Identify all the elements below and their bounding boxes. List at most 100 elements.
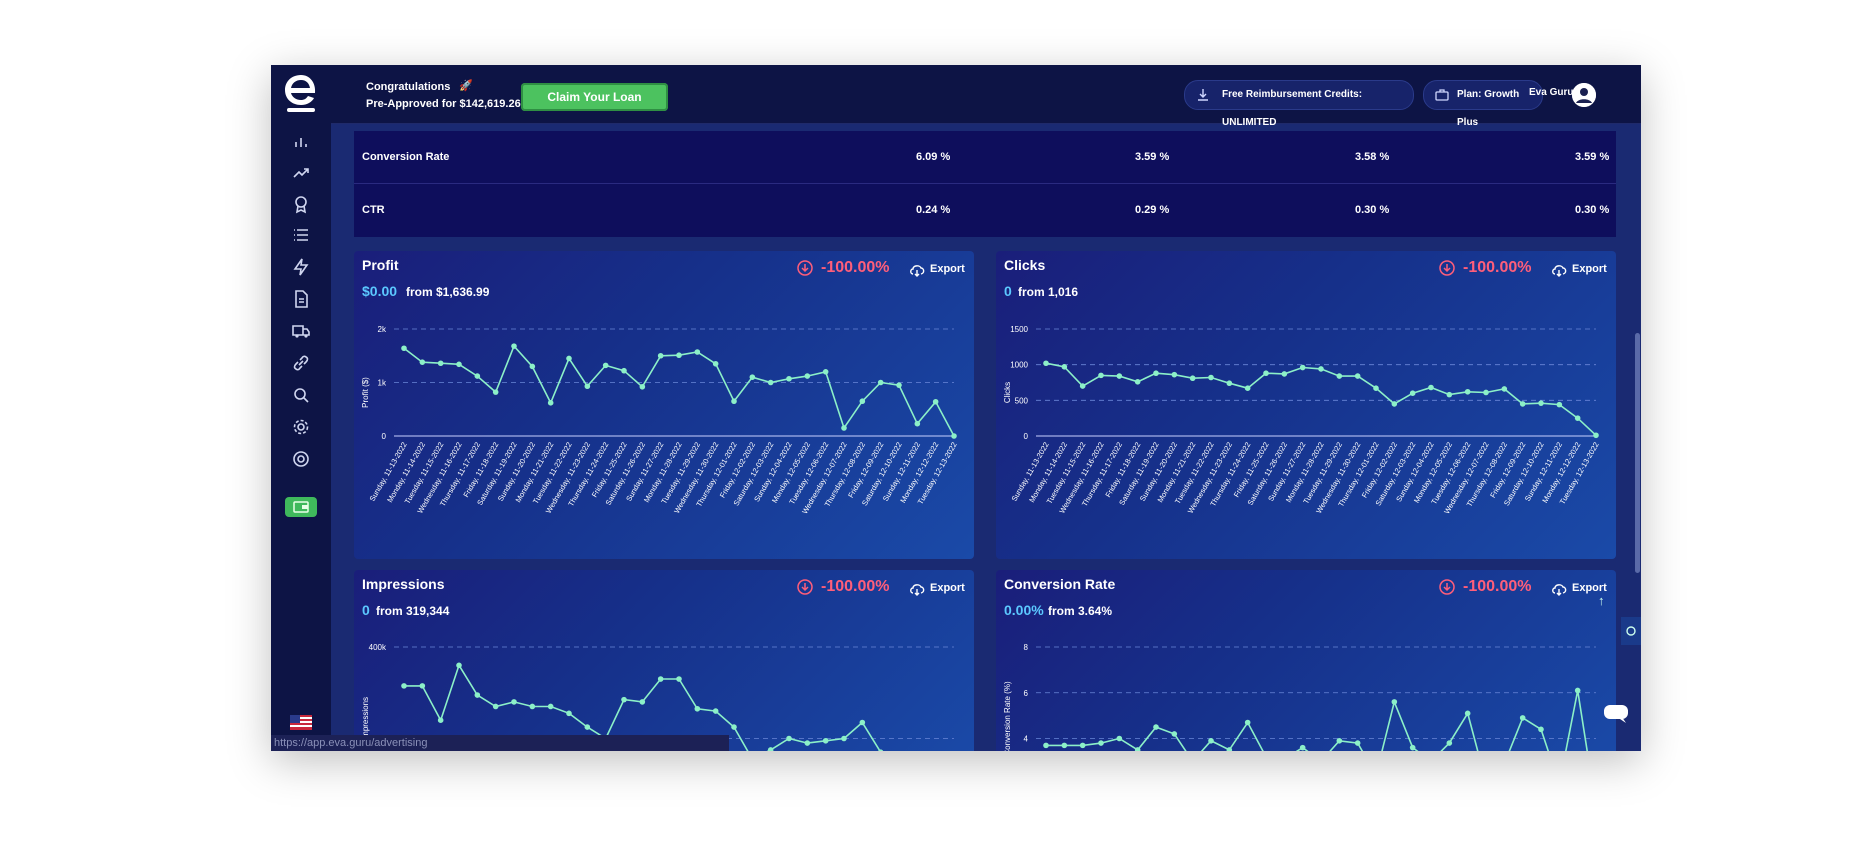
data-point[interactable] — [712, 360, 719, 367]
data-point[interactable] — [529, 363, 536, 370]
data-point[interactable] — [1373, 385, 1379, 392]
link-icon[interactable] — [290, 352, 312, 374]
data-point[interactable] — [859, 398, 866, 405]
data-point[interactable] — [841, 425, 847, 431]
data-point[interactable] — [749, 374, 756, 380]
data-point[interactable] — [786, 735, 792, 742]
data-point[interactable] — [896, 382, 902, 388]
data-point[interactable] — [1226, 747, 1233, 751]
data-point[interactable] — [1244, 719, 1251, 726]
data-point[interactable] — [1079, 742, 1086, 749]
data-point[interactable] — [621, 367, 627, 374]
data-point[interactable] — [1556, 401, 1563, 408]
data-point[interactable] — [1153, 724, 1159, 730]
data-point[interactable] — [1318, 366, 1324, 372]
data-point[interactable] — [1464, 710, 1471, 717]
data-point[interactable] — [474, 373, 481, 379]
data-point[interactable] — [1061, 742, 1068, 749]
data-point[interactable] — [731, 724, 737, 730]
data-point[interactable] — [1336, 373, 1343, 379]
award-icon[interactable] — [290, 193, 312, 215]
data-point[interactable] — [529, 703, 536, 710]
data-point[interactable] — [621, 696, 627, 703]
chat-icon[interactable] — [1596, 693, 1636, 733]
data-point[interactable] — [877, 379, 884, 386]
data-point[interactable] — [1336, 737, 1343, 744]
data-point[interactable] — [1446, 740, 1453, 746]
data-point[interactable] — [401, 683, 407, 689]
data-point[interactable] — [437, 360, 444, 367]
cloud-download-icon[interactable] — [908, 581, 926, 597]
data-point[interactable] — [822, 369, 829, 375]
data-point[interactable] — [822, 737, 829, 744]
data-point[interactable] — [1446, 391, 1453, 398]
data-point[interactable] — [1299, 364, 1306, 371]
data-point[interactable] — [1043, 742, 1049, 749]
document-icon[interactable] — [290, 288, 312, 310]
data-point[interactable] — [1208, 374, 1214, 381]
data-point[interactable] — [1574, 687, 1581, 694]
us-flag-icon[interactable] — [290, 715, 312, 730]
data-point[interactable] — [951, 433, 957, 439]
cloud-download-icon[interactable] — [908, 262, 926, 278]
data-point[interactable] — [1116, 373, 1123, 379]
truck-icon[interactable] — [290, 320, 312, 342]
data-point[interactable] — [1226, 380, 1233, 387]
data-point[interactable] — [767, 747, 774, 751]
data-point[interactable] — [1409, 744, 1416, 751]
data-point[interactable] — [1391, 401, 1398, 407]
data-point[interactable] — [1153, 370, 1159, 377]
cloud-download-icon[interactable] — [1550, 581, 1568, 597]
avatar-icon[interactable] — [1572, 83, 1596, 107]
data-point[interactable] — [1171, 731, 1178, 737]
trending-up-icon[interactable] — [290, 162, 312, 184]
data-point[interactable] — [712, 708, 719, 714]
data-point[interactable] — [767, 379, 774, 386]
data-point[interactable] — [492, 703, 499, 710]
data-point[interactable] — [1208, 737, 1214, 744]
data-point[interactable] — [676, 352, 682, 359]
data-point[interactable] — [731, 398, 737, 405]
gear-icon[interactable] — [290, 416, 312, 438]
data-point[interactable] — [1464, 388, 1471, 395]
data-point[interactable] — [1428, 384, 1434, 391]
lightning-icon[interactable] — [290, 256, 312, 278]
data-point[interactable] — [456, 662, 462, 669]
data-point[interactable] — [1263, 370, 1269, 377]
claim-loan-button[interactable]: Claim Your Loan — [521, 83, 668, 111]
data-point[interactable] — [1281, 371, 1288, 377]
data-point[interactable] — [639, 383, 646, 390]
data-point[interactable] — [1501, 386, 1508, 392]
data-point[interactable] — [1483, 389, 1489, 396]
data-point[interactable] — [419, 683, 426, 689]
data-point[interactable] — [492, 389, 499, 395]
data-point[interactable] — [1116, 735, 1123, 742]
data-point[interactable] — [657, 352, 664, 359]
data-point[interactable] — [657, 676, 664, 682]
eva-logo[interactable] — [279, 69, 323, 117]
data-point[interactable] — [474, 692, 481, 698]
data-point[interactable] — [1061, 364, 1068, 370]
data-point[interactable] — [914, 420, 921, 427]
export-button[interactable]: Export — [930, 582, 965, 594]
data-point[interactable] — [878, 749, 884, 751]
data-point[interactable] — [419, 359, 426, 365]
data-point[interactable] — [1098, 740, 1104, 746]
credits-pill[interactable]: Free Reimbursement Credits: UNLIMITED — [1184, 80, 1414, 128]
export-button[interactable]: Export — [1572, 582, 1607, 594]
wallet-icon[interactable] — [285, 497, 317, 517]
data-point[interactable] — [1079, 383, 1086, 389]
data-point[interactable] — [1171, 371, 1178, 378]
data-point[interactable] — [1134, 378, 1141, 385]
data-point[interactable] — [511, 343, 517, 349]
settings-fab-icon[interactable] — [1621, 617, 1641, 645]
search-icon[interactable] — [290, 384, 312, 406]
data-point[interactable] — [1354, 373, 1361, 379]
data-point[interactable] — [566, 355, 572, 362]
cloud-download-icon[interactable] — [1550, 262, 1568, 278]
plan-pill[interactable]: Plan: Growth Plus — [1423, 80, 1543, 128]
data-point[interactable] — [511, 699, 517, 705]
list-icon[interactable] — [290, 224, 312, 246]
data-point[interactable] — [602, 362, 609, 369]
bar-chart-icon[interactable] — [290, 131, 312, 153]
